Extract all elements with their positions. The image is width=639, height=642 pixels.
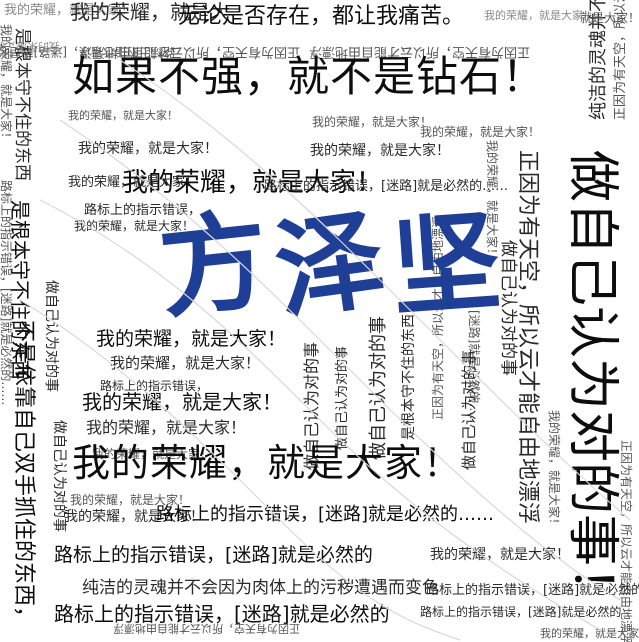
word-cloud-item: 正因为有天空，所以云才能自由地漂浮: [515, 150, 540, 525]
word-cloud-item: 做自己认为对的事: [335, 345, 350, 450]
word-cloud-item: 我的荣耀，就是大家！: [420, 125, 541, 139]
word-cloud-item: 做自己认为对的事: [460, 349, 478, 470]
word-cloud-item: 我的荣耀，就是大家！: [82, 390, 282, 414]
word-cloud-item: 路标上的指示错误，[迷路]就是必然的: [54, 544, 373, 566]
word-cloud-item: 我的荣耀，就是大家！: [540, 627, 639, 640]
word-cloud-item: 做自己认为对的事: [368, 316, 389, 460]
word-cloud-item: 我的荣耀，就是大家！: [484, 9, 594, 22]
word-cloud-item: 我的荣耀，就是大家！: [312, 115, 433, 129]
word-cloud-item: 路标上的指示错误，[迷路]就是必然的: [420, 605, 622, 619]
word-cloud-item: 路标上的指示错误，[迷路]就是必然的……: [0, 180, 13, 406]
word-cloud-item: 我的荣耀，就是大家！: [68, 175, 199, 190]
word-cloud-item: 纯洁的灵魂并不会因为肉体上的污秽遭遇而变色: [82, 578, 439, 598]
word-cloud-item: 做自己认为对的事: [43, 280, 59, 392]
word-cloud-item: 正因为有天空，所以云才能自由地漂浮: [619, 440, 633, 642]
word-cloud-item: 我的荣耀，就是大家！: [78, 141, 218, 157]
word-cloud-item: 我的荣耀，就是大: [70, 0, 230, 24]
word-cloud-item: 如果不强，就不是钻石！: [72, 52, 546, 101]
word-cloud-item: 我的荣耀，就是大家！: [96, 328, 287, 350]
word-cloud-item: 我的荣耀，就是大家！: [86, 418, 247, 437]
word-cloud-item: 我的荣耀，就是大家！: [4, 3, 135, 18]
word-cloud-item: 路标上的指示错误，[迷路]就是必然的……: [426, 583, 639, 598]
word-cloud-item: 路标上的指示错误，[迷路]就是必然的……: [264, 179, 509, 194]
name-char: 方: [153, 197, 283, 334]
word-cloud-item: 我的荣耀，就是大家！: [110, 354, 261, 372]
word-cloud-item: 不是依靠自己双手抓住的东西，: [11, 320, 36, 629]
word-cloud-item: 我的荣耀，就是大家！: [430, 547, 570, 563]
word-cloud-item: 我的荣耀，就是大家！: [547, 410, 561, 531]
word-cloud-item: 做自己认为对的事！: [562, 150, 622, 619]
word-cloud-item: 正因为有天空，所以云才能自由地漂浮: [113, 622, 300, 635]
word-cloud-item: 无论是否存在，都让我痛苦。: [178, 4, 465, 29]
word-cloud-item: 路标上的指示错误，[迷路]就是必然的……: [156, 504, 495, 525]
word-cloud-item: 我的荣耀，就是大家！: [0, 24, 13, 145]
name-char: 坚: [387, 199, 513, 332]
word-cloud-item: 路标上的指示错误，[迷路]就是必然的: [54, 602, 390, 626]
word-cloud-item: 是根本守不住的东西: [401, 314, 417, 440]
word-cloud-item: 是根本守不住的东西: [12, 28, 32, 181]
word-cloud-item: 我的荣耀，就是大家！: [310, 143, 450, 159]
word-cloud-item: 就是大家！: [580, 11, 639, 25]
word-cloud-item: 我的荣耀，就是大家！: [68, 109, 178, 122]
name-title: 方泽坚: [154, 196, 512, 336]
word-cloud-item: 我的荣耀，就是大家！: [72, 441, 463, 485]
name-char: 泽: [267, 195, 401, 336]
